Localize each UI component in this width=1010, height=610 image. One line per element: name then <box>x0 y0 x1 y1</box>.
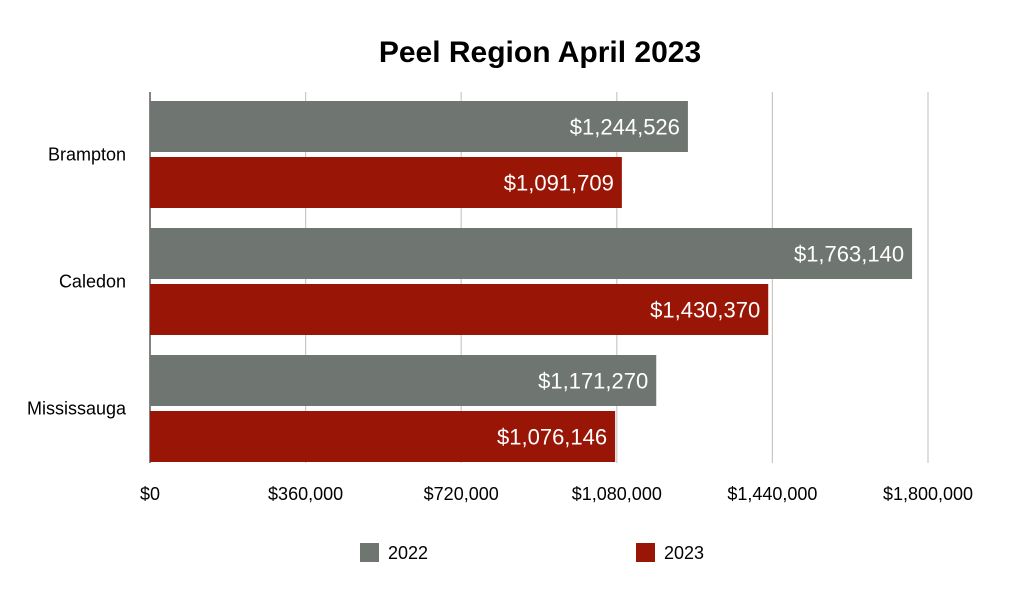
bar-data-label: $1,763,140 <box>794 242 904 267</box>
legend: 2022 2023 <box>360 543 704 563</box>
category-label: Mississauga <box>27 399 127 419</box>
x-tick-label: $1,800,000 <box>883 484 973 504</box>
legend-swatch-2022 <box>360 543 379 562</box>
category-label: Brampton <box>48 145 126 165</box>
x-tick-label: $1,440,000 <box>727 484 817 504</box>
bar-data-label: $1,076,146 <box>497 425 607 450</box>
bar-2022-caledon <box>150 228 913 279</box>
bar-2022-mississauga <box>150 355 657 406</box>
chart-title: Peel Region April 2023 <box>379 36 701 69</box>
bar-2023-mississauga <box>150 411 616 462</box>
bars: $1,244,526 $1,091,709 $1,763,140 $1,430,370… <box>150 101 913 462</box>
x-tick-label: $0 <box>140 484 160 504</box>
x-tick-label: $360,000 <box>268 484 343 504</box>
x-tick-labels: $0 $360,000 $720,000 $1,080,000 $1,440,000 $1… <box>140 484 973 504</box>
bar-2022-brampton <box>150 101 688 152</box>
legend-label: 2022 <box>388 543 428 563</box>
bar-data-label: $1,091,709 <box>504 171 614 196</box>
category-label: Caledon <box>59 272 126 292</box>
bar-data-label: $1,430,370 <box>650 298 760 323</box>
bar-data-label: $1,171,270 <box>538 369 648 394</box>
bar-data-label: $1,244,526 <box>570 115 680 140</box>
x-tick-label: $720,000 <box>424 484 499 504</box>
bar-2023-caledon <box>150 284 769 335</box>
bar-2023-brampton <box>150 157 622 208</box>
legend-label: 2023 <box>664 543 704 563</box>
legend-swatch-2023 <box>636 543 655 562</box>
x-tick-label: $1,080,000 <box>572 484 662 504</box>
category-labels: Brampton Caledon Mississauga <box>27 145 127 419</box>
